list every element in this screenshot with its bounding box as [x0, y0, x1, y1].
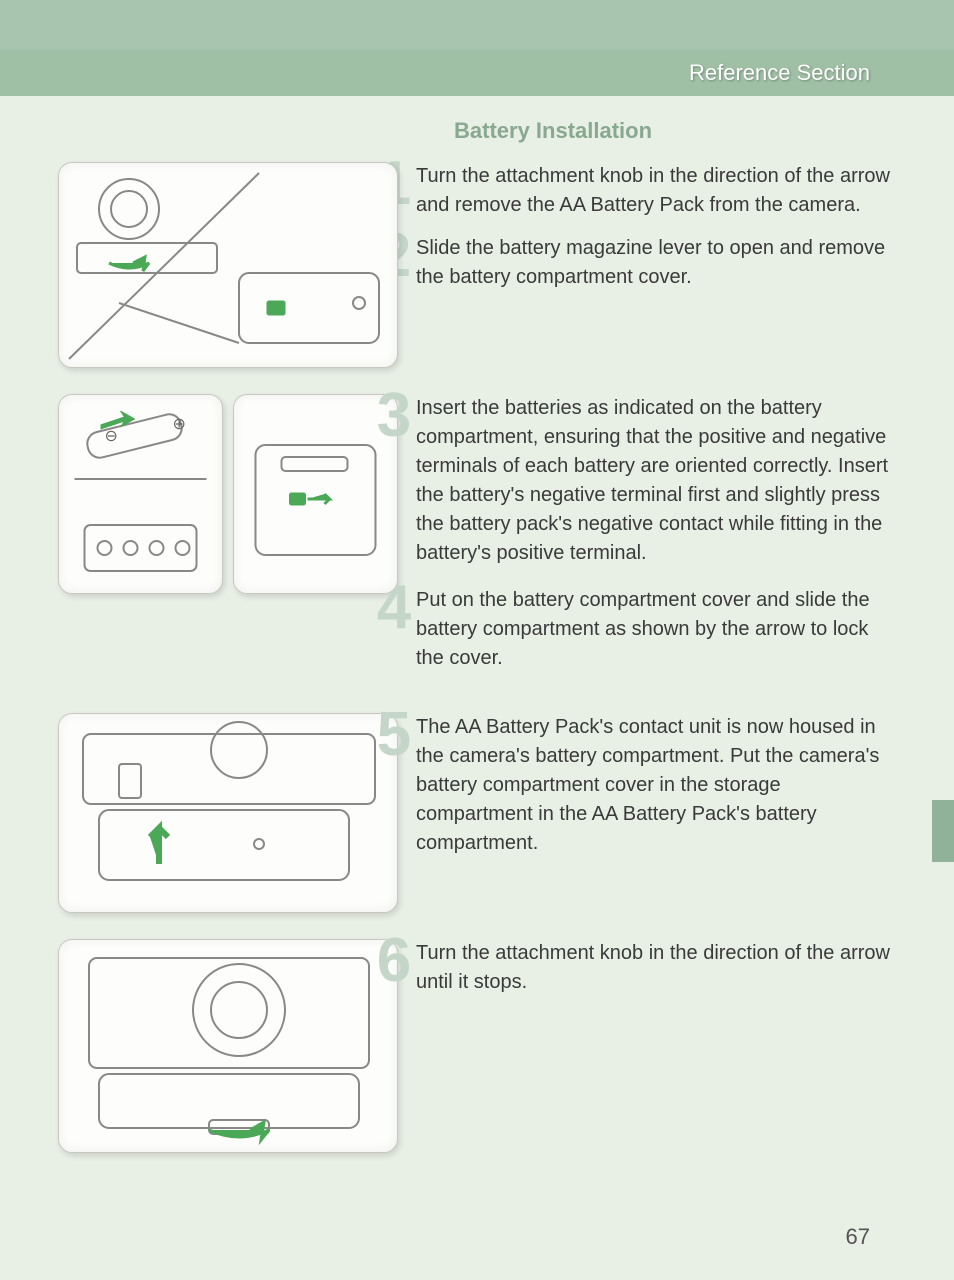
- step-text: Slide the battery magazine lever to open…: [416, 234, 896, 292]
- step-5: 5 The AA Battery Pack's contact unit is …: [416, 713, 896, 858]
- illustration-col: [58, 713, 398, 913]
- text-col: 6 Turn the attachment knob in the direct…: [398, 939, 896, 1011]
- thumb-tab: [932, 800, 954, 862]
- step-number: 5: [372, 709, 416, 762]
- top-bar: [0, 0, 954, 50]
- text-col: 3 Insert the batteries as indicated on t…: [398, 394, 896, 687]
- svg-text:⊖: ⊖: [105, 428, 118, 445]
- illustration-col: [58, 939, 398, 1153]
- step-4: 4 Put on the battery compartment cover a…: [416, 586, 896, 673]
- step-6: 6 Turn the attachment knob in the direct…: [416, 939, 896, 997]
- step-text: Insert the batteries as indicated on the…: [416, 394, 896, 568]
- step-text: Turn the attachment knob in the directio…: [416, 162, 896, 220]
- step-block-5: 5 The AA Battery Pack's contact unit is …: [58, 713, 896, 913]
- header-band: Reference Section: [0, 50, 954, 96]
- illustration-1-2: [58, 162, 398, 368]
- step-block-6: 6 Turn the attachment knob in the direct…: [58, 939, 896, 1153]
- step-text: Put on the battery compartment cover and…: [416, 586, 896, 673]
- illustration-3a: ⊖ ⊕: [58, 394, 223, 594]
- text-col: 1 Turn the attachment knob in the direct…: [398, 162, 896, 306]
- illustration-6: [58, 939, 398, 1153]
- step-2: 2 Slide the battery magazine lever to op…: [416, 234, 896, 292]
- step-block-1-2: 1 Turn the attachment knob in the direct…: [58, 162, 896, 368]
- step-1: 1 Turn the attachment knob in the direct…: [416, 162, 896, 220]
- step-text: The AA Battery Pack's contact unit is no…: [416, 713, 896, 858]
- step-number: 3: [372, 390, 416, 443]
- page-number: 67: [846, 1224, 870, 1250]
- text-col: 5 The AA Battery Pack's contact unit is …: [398, 713, 896, 872]
- step-number: 4: [372, 582, 416, 635]
- step-3: 3 Insert the batteries as indicated on t…: [416, 394, 896, 568]
- svg-text:⊕: ⊕: [173, 416, 186, 433]
- step-number: 6: [372, 935, 416, 988]
- step-block-3-4: ⊖ ⊕: [58, 394, 896, 687]
- illustration-col: [58, 162, 398, 368]
- page-title: Battery Installation: [454, 118, 896, 144]
- illustration-5: [58, 713, 398, 913]
- step-text: Turn the attachment knob in the directio…: [416, 939, 896, 997]
- section-label: Reference Section: [689, 60, 870, 86]
- illustration-col: ⊖ ⊕: [58, 394, 398, 594]
- page-body: Battery Installation: [0, 96, 954, 1153]
